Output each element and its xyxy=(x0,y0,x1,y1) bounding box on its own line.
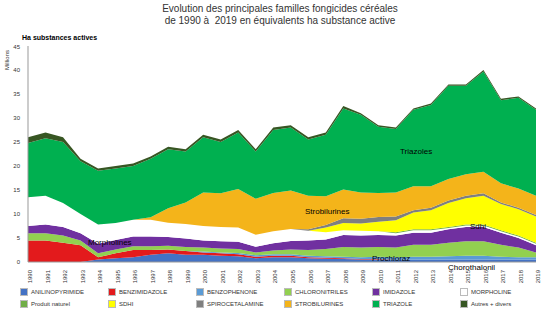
svg-text:2011: 2011 xyxy=(395,269,401,283)
html-text:BENZIMIDAZOLE: BENZIMIDAZOLE xyxy=(119,289,168,295)
svg-text:25: 25 xyxy=(13,139,20,145)
svg-text:5: 5 xyxy=(17,235,21,241)
svg-text:2003: 2003 xyxy=(255,269,261,283)
svg-text:20: 20 xyxy=(13,163,20,169)
svg-text:1995: 1995 xyxy=(115,269,121,283)
html-text:TRIAZOLE: TRIAZOLE xyxy=(383,301,413,307)
svg-text:2018: 2018 xyxy=(518,269,524,283)
svg-text:2008: 2008 xyxy=(343,269,349,283)
svg-text:2002: 2002 xyxy=(237,269,243,283)
svg-text:1999: 1999 xyxy=(185,269,191,283)
html-text:de 1990 à 2019 en équivalents: de 1990 à 2019 en équivalents ha substan… xyxy=(164,15,396,26)
svg-text:1991: 1991 xyxy=(45,269,51,283)
html-text:Produit naturel: Produit naturel xyxy=(31,301,70,307)
svg-text:2014: 2014 xyxy=(447,270,454,284)
html-text:CHLORONITRILES: CHLORONITRILES xyxy=(295,289,348,295)
svg-text:2015: 2015 xyxy=(465,270,472,284)
html-text:Ha substances actives: Ha substances actives xyxy=(22,34,98,41)
svg-text:2001: 2001 xyxy=(220,269,226,283)
html-text:Autres + divers: Autres + divers xyxy=(471,301,512,307)
svg-text:2017: 2017 xyxy=(500,269,506,283)
html-text:Morpholines: Morpholines xyxy=(88,238,132,247)
svg-text:1993: 1993 xyxy=(80,269,86,283)
svg-text:45: 45 xyxy=(13,44,20,50)
svg-text:2009: 2009 xyxy=(360,269,366,283)
svg-text:40: 40 xyxy=(13,67,20,73)
svg-text:2000: 2000 xyxy=(202,269,208,283)
svg-text:2016: 2016 xyxy=(482,270,489,284)
svg-text:2004: 2004 xyxy=(273,269,279,283)
svg-text:15: 15 xyxy=(13,187,20,193)
html-text:Chorothalonil: Chorothalonil xyxy=(448,263,496,272)
html-text:Sdhi: Sdhi xyxy=(470,222,486,231)
html-text:STROBILURINES: STROBILURINES xyxy=(295,301,344,307)
svg-text:35: 35 xyxy=(13,91,20,97)
html-text:Triazoles: Triazoles xyxy=(400,147,433,156)
svg-text:2006: 2006 xyxy=(308,269,314,283)
svg-text:1994: 1994 xyxy=(97,269,103,283)
svg-text:2005: 2005 xyxy=(290,269,296,283)
html-text:SDHI: SDHI xyxy=(119,301,134,307)
svg-text:1997: 1997 xyxy=(150,269,156,283)
html-text:Prochloraz: Prochloraz xyxy=(372,254,411,263)
html-text:Millions: Millions xyxy=(4,50,10,70)
svg-text:30: 30 xyxy=(13,115,20,121)
html-text:Evolution des principales fami: Evolution des principales familles fongi… xyxy=(162,3,398,14)
svg-text:0: 0 xyxy=(17,259,21,265)
html-text:SPIROCETALAMINE: SPIROCETALAMINE xyxy=(207,301,264,307)
html-text:Strobilurines: Strobilurines xyxy=(305,207,350,216)
svg-text:2007: 2007 xyxy=(325,269,331,283)
svg-text:2010: 2010 xyxy=(378,269,384,283)
svg-text:10: 10 xyxy=(13,211,20,217)
html-text:BENZOPHENONE: BENZOPHENONE xyxy=(207,289,258,295)
svg-text:1990: 1990 xyxy=(27,269,33,283)
svg-text:2012: 2012 xyxy=(413,269,419,283)
svg-text:1996: 1996 xyxy=(132,269,138,283)
html-text:ANILINOPYRIMIDE: ANILINOPYRIMIDE xyxy=(31,289,84,295)
html-text:IMIDAZOLE: IMIDAZOLE xyxy=(383,289,416,295)
svg-text:2019: 2019 xyxy=(535,269,541,283)
html-text:MORPHOLINE: MORPHOLINE xyxy=(471,289,512,295)
svg-text:1998: 1998 xyxy=(167,269,173,283)
svg-text:1992: 1992 xyxy=(62,269,68,283)
svg-text:2013: 2013 xyxy=(430,269,436,283)
